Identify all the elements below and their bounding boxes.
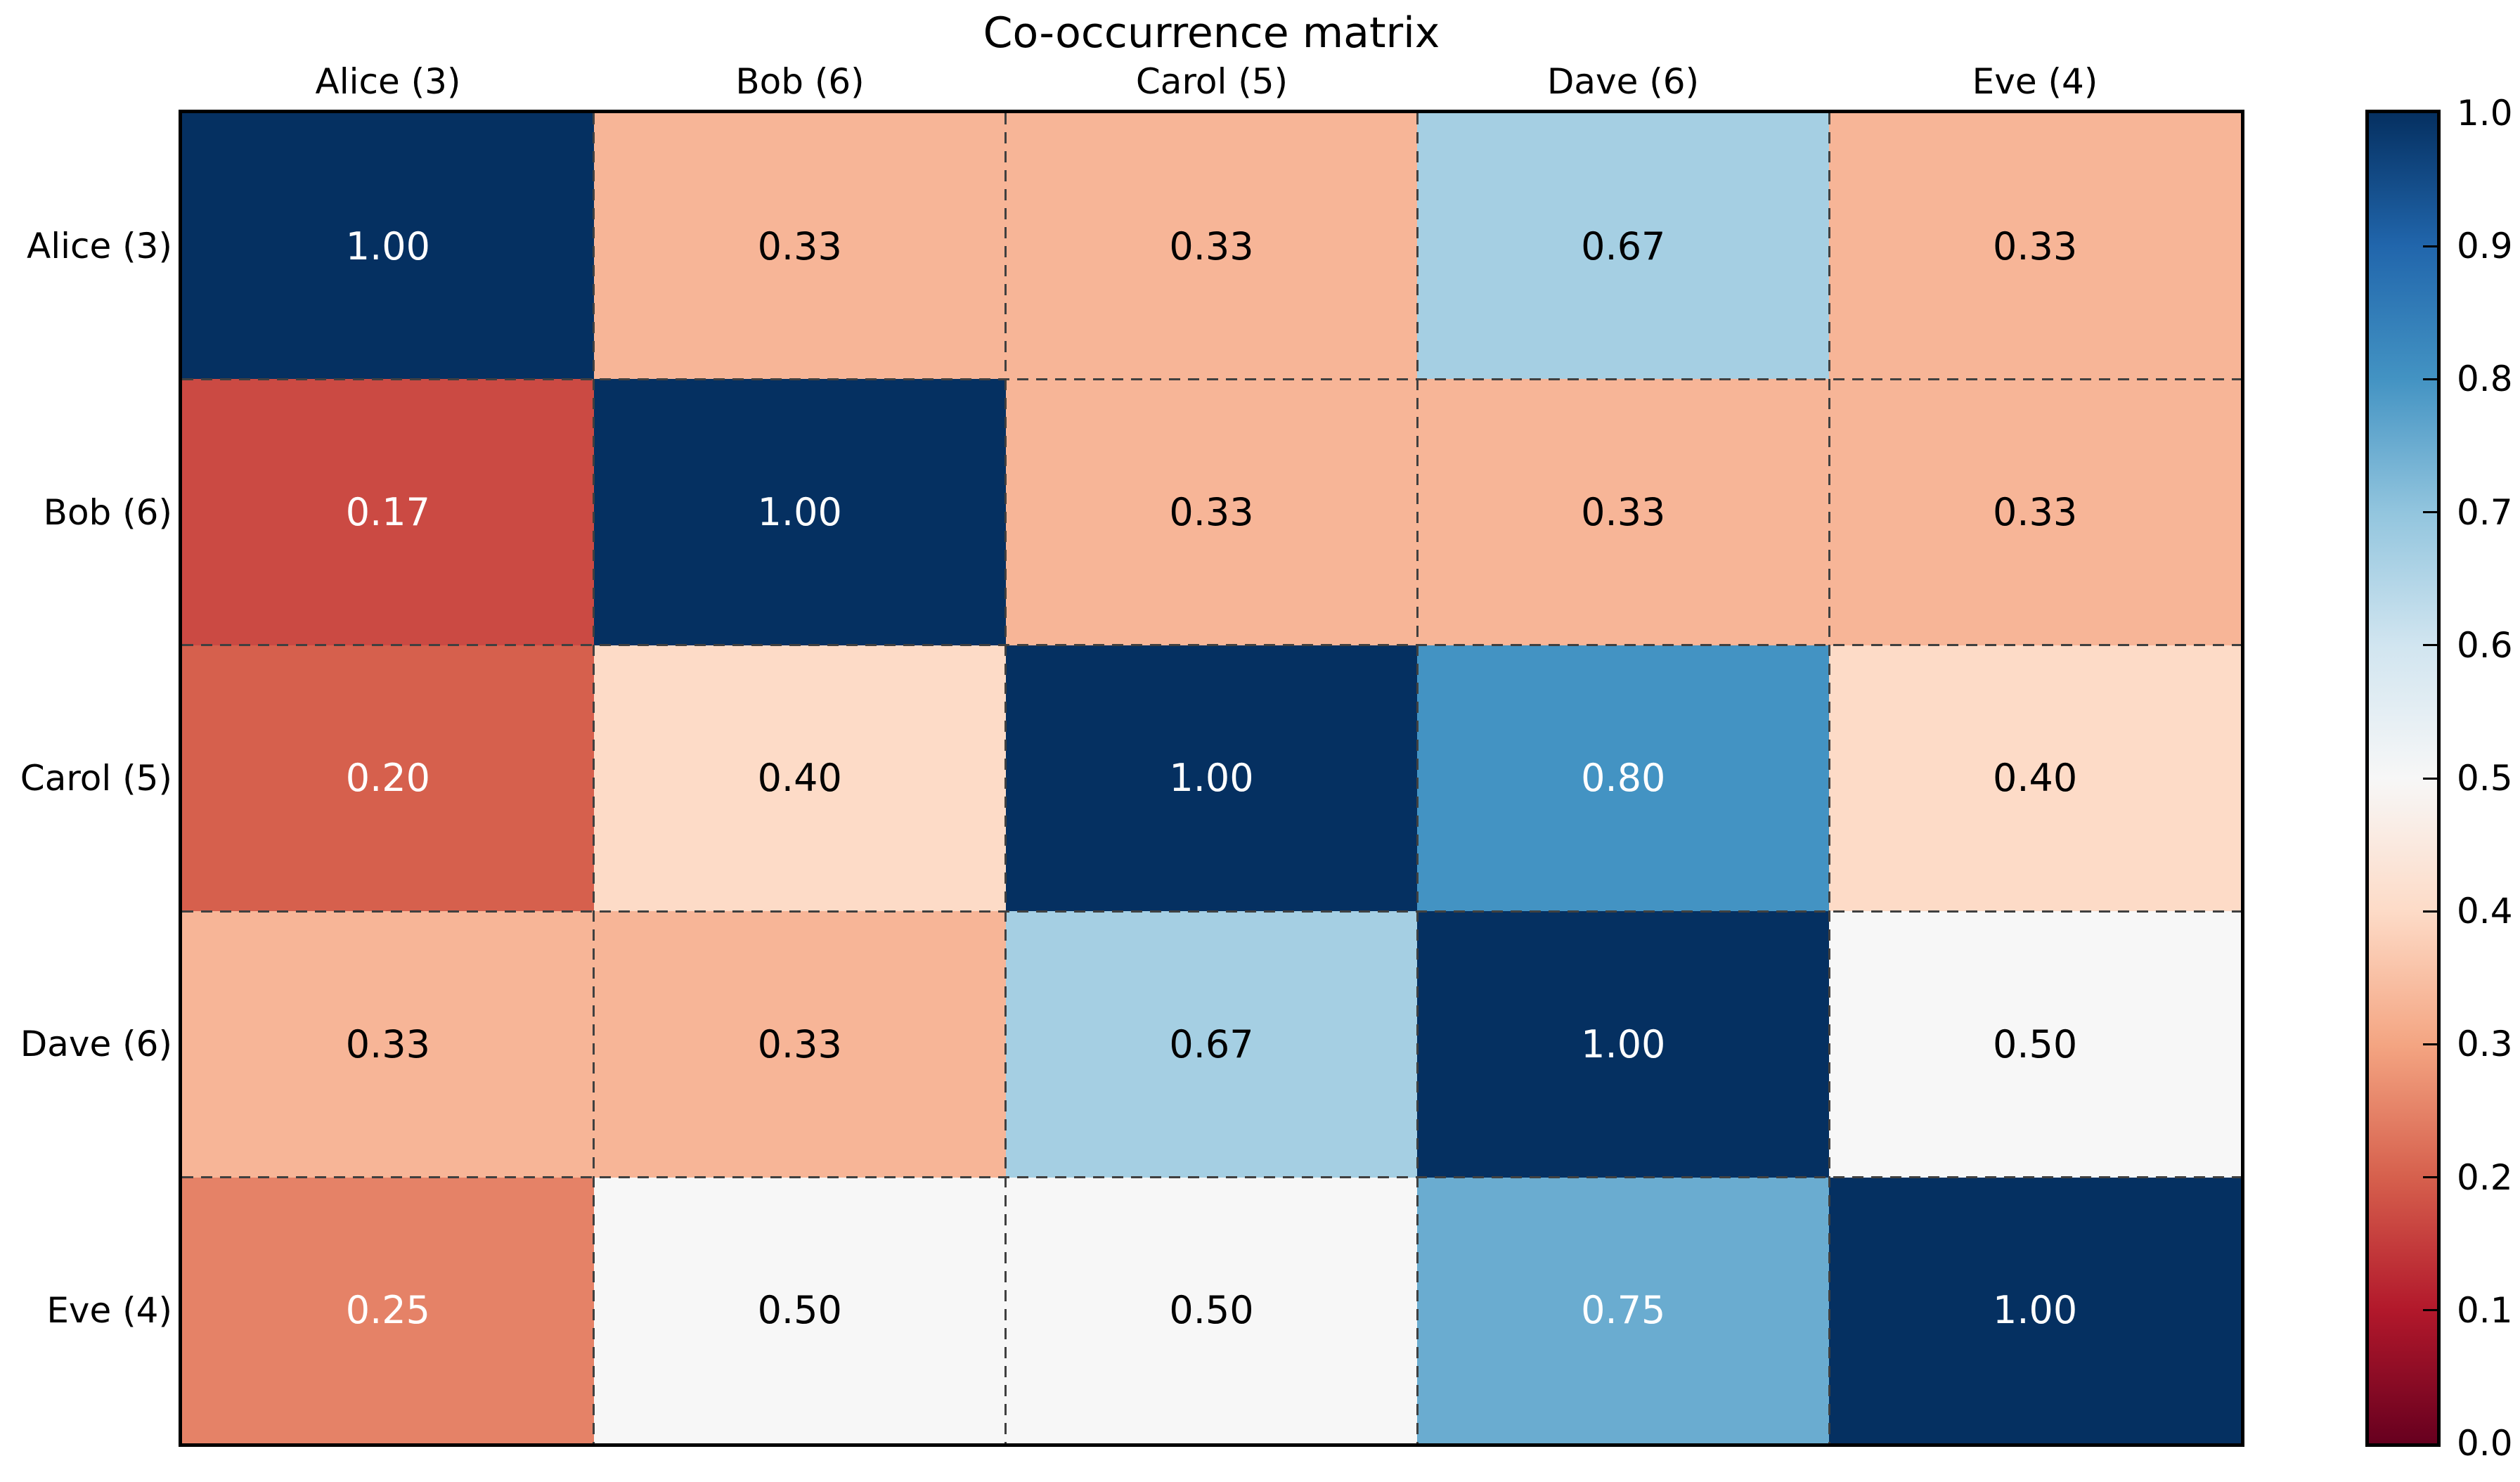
colorbar-tick-label-0.4: 0.4	[2457, 891, 2513, 932]
heatmap-cell-r3-c2: 0.40	[593, 645, 1006, 912]
heatmap-cell-r1-c4: 0.67	[1417, 113, 1830, 380]
heatmap-cell-r5-c1: 0.25	[182, 1177, 594, 1443]
heatmap-cell-r5-c2: 0.50	[593, 1177, 1006, 1443]
heatmap-grid: 1.00 0.33 0.33 0.67 0.33 0.17 1.00 0.33 0.33 0.33…	[179, 110, 2244, 1447]
colorbar-tick	[2423, 1176, 2437, 1179]
heatmap-cell-r4-c2: 0.33	[593, 911, 1006, 1178]
row-label-2: Bob (6)	[43, 492, 172, 533]
heatmap-cell-r5-c5: 1.00	[1829, 1177, 2241, 1443]
chart-title: Co-occurrence matrix	[983, 8, 1440, 58]
heatmap-cell-r5-c4: 0.75	[1417, 1177, 1830, 1443]
colorbar-tick-label-0.0: 0.0	[2457, 1423, 2513, 1464]
colorbar-tick-label-0.9: 0.9	[2457, 226, 2513, 267]
heatmap-cell-r4-c5: 0.50	[1829, 911, 2241, 1178]
colorbar-tick	[2423, 378, 2437, 380]
heatmap-cell-r4-c3: 0.67	[1005, 911, 1418, 1178]
col-header-4: Dave (6)	[1546, 61, 1700, 102]
row-label-1: Alice (3)	[27, 226, 172, 266]
heatmap-cell-r4-c4: 1.00	[1417, 911, 1830, 1178]
colorbar-tick	[2423, 777, 2437, 780]
col-header-5: Eve (4)	[1972, 61, 2098, 102]
colorbar-tick	[2423, 910, 2437, 913]
heatmap-cell-r2-c2: 1.00	[593, 379, 1006, 645]
heatmap-cell-r1-c3: 0.33	[1005, 113, 1418, 380]
colorbar-tick	[2423, 511, 2437, 514]
heatmap-cell-r5-c3: 0.50	[1005, 1177, 1418, 1443]
heatmap-cell-r2-c4: 0.33	[1417, 379, 1830, 645]
heatmap-cell-r2-c5: 0.33	[1829, 379, 2241, 645]
heatmap-cell-r3-c4: 0.80	[1417, 645, 1830, 912]
colorbar-tick-label-0.7: 0.7	[2457, 491, 2513, 533]
row-label-4: Dave (6)	[20, 1024, 172, 1064]
heatmap-cell-r2-c1: 0.17	[182, 379, 594, 645]
colorbar-tick-label-0.8: 0.8	[2457, 359, 2513, 400]
col-header-1: Alice (3)	[315, 61, 461, 102]
heatmap-cell-r3-c3: 1.00	[1005, 645, 1418, 912]
colorbar-tick-label-1.0: 1.0	[2457, 93, 2513, 134]
heatmap-cell-r1-c5: 0.33	[1829, 113, 2241, 380]
col-header-3: Carol (5)	[1135, 61, 1288, 102]
colorbar-tick	[2423, 1309, 2437, 1312]
heatmap-cell-r1-c1: 1.00	[182, 113, 594, 380]
heatmap-cell-r3-c1: 0.20	[182, 645, 594, 912]
colorbar-tick-label-0.5: 0.5	[2457, 758, 2513, 799]
colorbar	[2365, 110, 2441, 1447]
colorbar-tick	[2423, 1043, 2437, 1045]
colorbar-tick-label-0.6: 0.6	[2457, 624, 2513, 666]
heatmap-cell-r2-c3: 0.33	[1005, 379, 1418, 645]
heatmap-cell-r3-c5: 0.40	[1829, 645, 2241, 912]
colorbar-tick-label-0.1: 0.1	[2457, 1289, 2513, 1331]
col-header-2: Bob (6)	[735, 61, 865, 102]
heatmap-cell-r1-c2: 0.33	[593, 113, 1006, 380]
colorbar-tick	[2423, 245, 2437, 247]
colorbar-tick-label-0.2: 0.2	[2457, 1156, 2513, 1198]
colorbar-tick	[2423, 644, 2437, 647]
row-label-3: Carol (5)	[20, 758, 172, 799]
row-label-5: Eve (4)	[46, 1290, 172, 1331]
heatmap-cell-r4-c1: 0.33	[182, 911, 594, 1178]
colorbar-tick-label-0.3: 0.3	[2457, 1024, 2513, 1065]
